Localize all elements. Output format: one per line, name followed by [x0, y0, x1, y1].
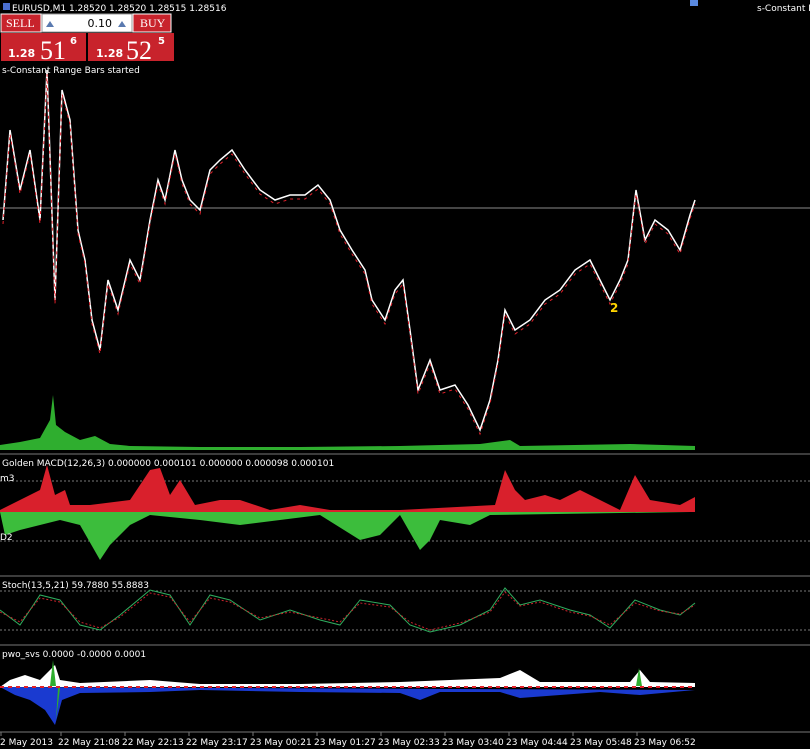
- macd-lower-label: D2: [0, 533, 13, 543]
- symbol-icon: [3, 3, 10, 10]
- toggle-icon[interactable]: [690, 0, 698, 6]
- symbol-info: EURUSD,M1 1.28520 1.28520 1.28515 1.2851…: [12, 4, 227, 14]
- buy-button[interactable]: [132, 13, 172, 33]
- time-label: 23 May 03:40: [442, 738, 504, 748]
- time-label: 23 May 00:21: [250, 738, 312, 748]
- buy-label: BUY: [140, 16, 166, 30]
- macd-negative: [0, 512, 690, 560]
- bid-small: 6: [70, 36, 77, 47]
- time-label: 23 May 01:27: [314, 738, 376, 748]
- stoch-signal: [0, 591, 696, 631]
- ask-box[interactable]: [88, 33, 174, 61]
- ask-big: 52: [126, 36, 152, 65]
- right-label: s-Constant R: [757, 4, 810, 14]
- signal-marker: 2: [610, 301, 618, 315]
- price-line: [2, 69, 696, 432]
- sell-label: SELL: [6, 16, 35, 30]
- time-label: 22 May 22:13: [122, 738, 184, 748]
- pwo-down: [0, 687, 695, 725]
- bid-box[interactable]: [1, 33, 86, 61]
- time-label: 2 May 2013: [0, 738, 53, 748]
- pwo-up: [0, 665, 695, 687]
- bid-prefix: 1.28: [8, 47, 35, 60]
- macd-title: Golden MACD(12,26,3) 0.000000 0.000101 0…: [2, 459, 334, 469]
- status-text: s-Constant Range Bars started: [2, 66, 140, 76]
- time-label: 23 May 04:44: [506, 738, 568, 748]
- time-label: 23 May 06:52: [634, 738, 696, 748]
- sell-button[interactable]: [0, 13, 42, 33]
- time-label: 23 May 02:33: [378, 738, 440, 748]
- lot-input[interactable]: [41, 13, 133, 33]
- macd-upper-label: m3: [0, 474, 15, 484]
- time-label: 23 May 05:48: [570, 738, 632, 748]
- time-label: 22 May 21:08: [58, 738, 120, 748]
- ask-prefix: 1.28: [96, 47, 123, 60]
- time-axis: 2 May 2013 22 May 21:08 22 May 22:13 22 May…: [0, 732, 696, 748]
- stoch-title: Stoch(13,5,21) 59.7880 55.8883: [2, 581, 149, 591]
- pwo-title: pwo_svs 0.0000 -0.0000 0.0001: [2, 650, 146, 660]
- macd-positive: [0, 465, 695, 512]
- lot-value: 0.10: [88, 17, 113, 30]
- time-label: 22 May 23:17: [186, 738, 248, 748]
- volume-area: [0, 395, 695, 450]
- bid-big: 51: [40, 36, 66, 65]
- ask-small: 5: [158, 36, 165, 47]
